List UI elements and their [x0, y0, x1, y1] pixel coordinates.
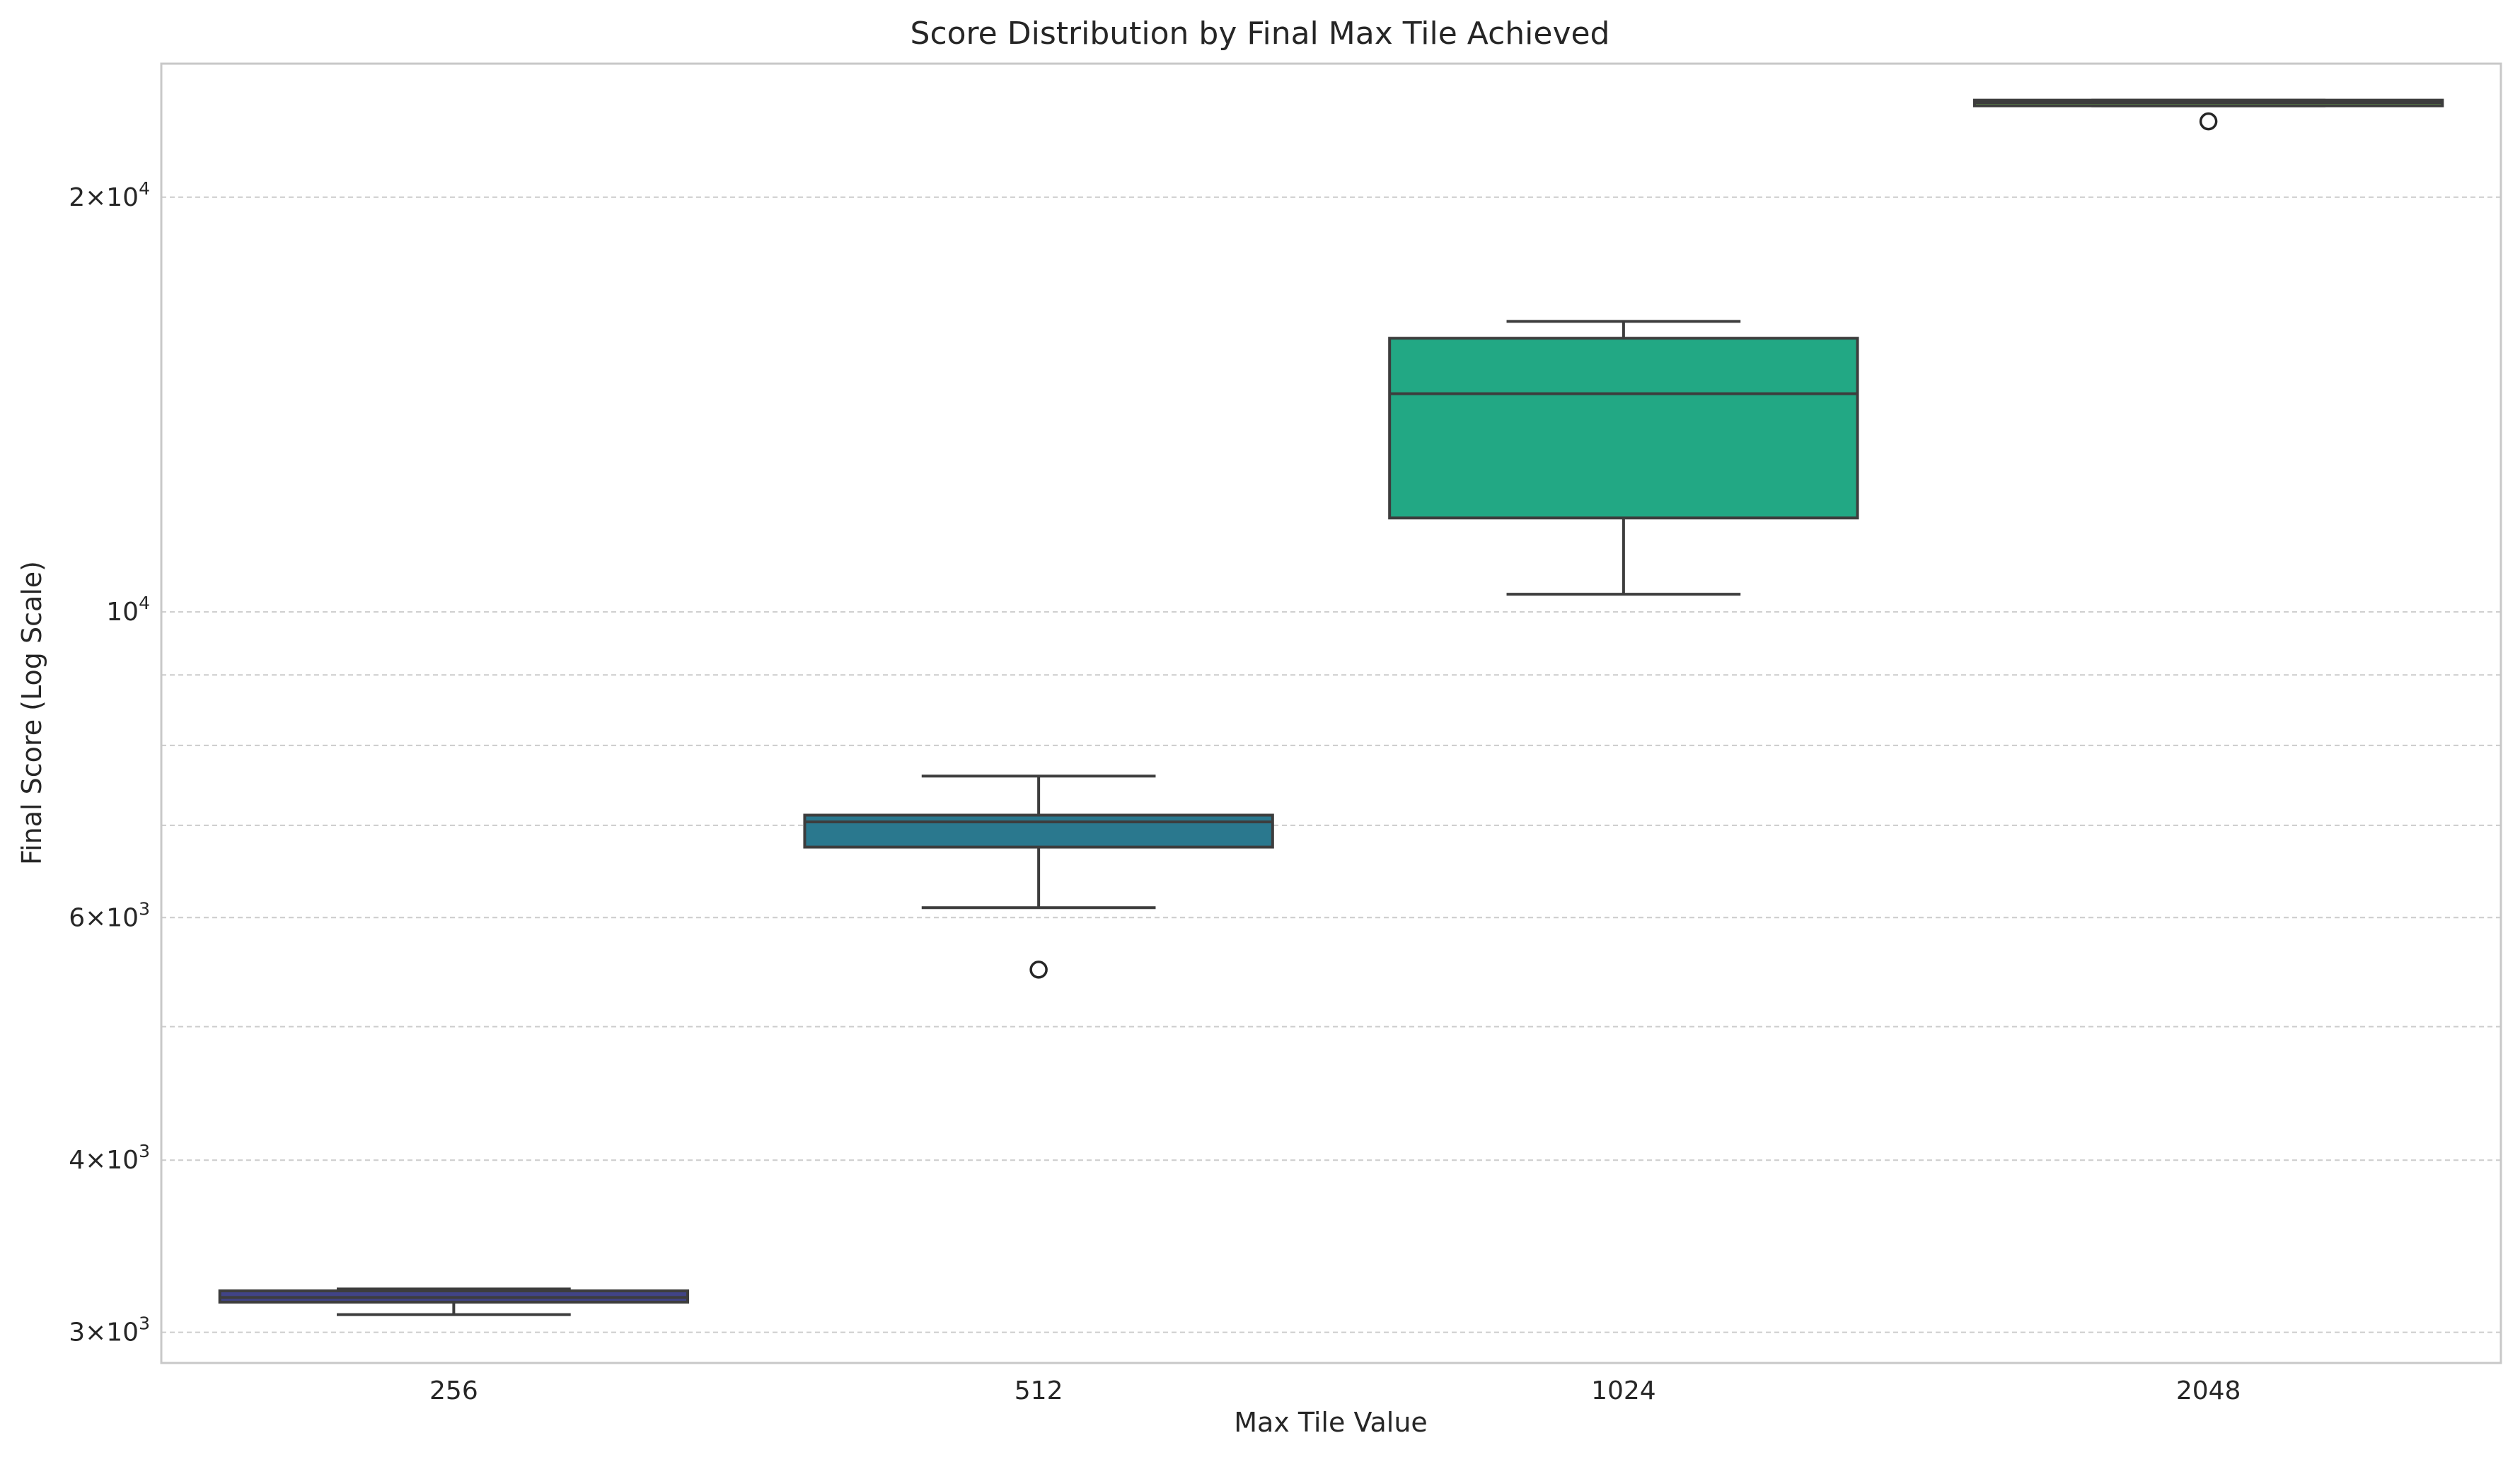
y-axis-label: Final Score (Log Scale)	[16, 561, 47, 865]
tick-layer: 3×103 4×103 6×103 104 2×104 256 512 1024 2048	[69, 178, 2241, 1405]
y-tick-label: 3×103	[69, 1313, 150, 1347]
chart-title: Score Distribution by Final Max Tile Ach…	[911, 16, 1610, 52]
box-group	[1388, 320, 1859, 596]
x-tick-label: 1024	[1591, 1376, 1656, 1405]
outlier-point	[2199, 112, 2218, 131]
x-tick-label: 256	[429, 1376, 478, 1405]
x-axis-label: Max Tile Value	[1234, 1407, 1428, 1438]
y-tick-label: 6×103	[69, 898, 150, 932]
x-tick-label: 512	[1015, 1376, 1063, 1405]
box-group	[1972, 98, 2444, 131]
y-tick-label: 2×104	[69, 178, 150, 212]
box-group	[218, 1287, 690, 1316]
outlier-point	[1029, 961, 1048, 979]
box-group	[803, 774, 1274, 979]
plot-frame	[160, 62, 2502, 1364]
x-tick-label: 2048	[2176, 1376, 2241, 1405]
y-tick-label: 4×103	[69, 1141, 150, 1175]
y-tick-label: 104	[106, 593, 150, 627]
iqr-box	[1388, 337, 1859, 520]
grid-layer	[161, 196, 2501, 1333]
iqr-box	[803, 813, 1274, 849]
box-layer	[218, 98, 2444, 1316]
